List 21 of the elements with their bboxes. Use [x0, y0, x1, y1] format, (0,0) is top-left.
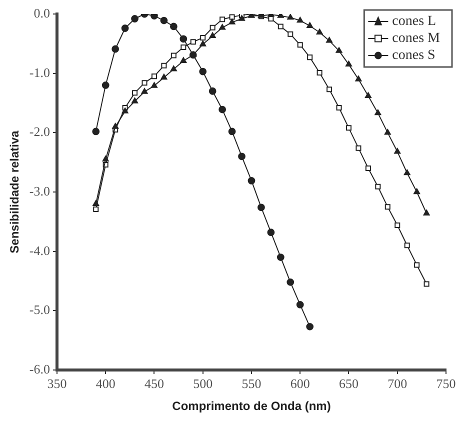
y-tick-label: 0.0: [34, 5, 50, 20]
y-tick-label: -4.0: [29, 242, 50, 258]
x-tick-label: 350: [47, 376, 67, 392]
x-tick-label: 400: [96, 376, 116, 392]
x-tick-label: 750: [436, 376, 456, 392]
x-tick-label: 600: [290, 376, 310, 392]
y-tick-label: -5.0: [29, 302, 50, 318]
y-axis-title: Sensibilidade relativa: [8, 130, 22, 254]
x-tick-label: 550: [242, 376, 262, 392]
x-tick-label: 650: [338, 376, 358, 392]
x-tick-label: 450: [144, 376, 164, 392]
y-tick-label: -6.0: [29, 361, 50, 376]
x-tick-label: 700: [388, 376, 408, 392]
x-tick-label: 500: [193, 376, 213, 392]
legend-label: cones S: [392, 48, 436, 64]
x-axis-title: Comprimento de Onda (nm): [172, 399, 331, 414]
legend-label: cones M: [392, 31, 441, 46]
y-tick-label: -3.0: [29, 183, 50, 198]
y-tick-label: -2.0: [29, 124, 50, 140]
legend-label: cones L: [392, 14, 436, 30]
y-tick-label: -1.0: [29, 64, 50, 80]
